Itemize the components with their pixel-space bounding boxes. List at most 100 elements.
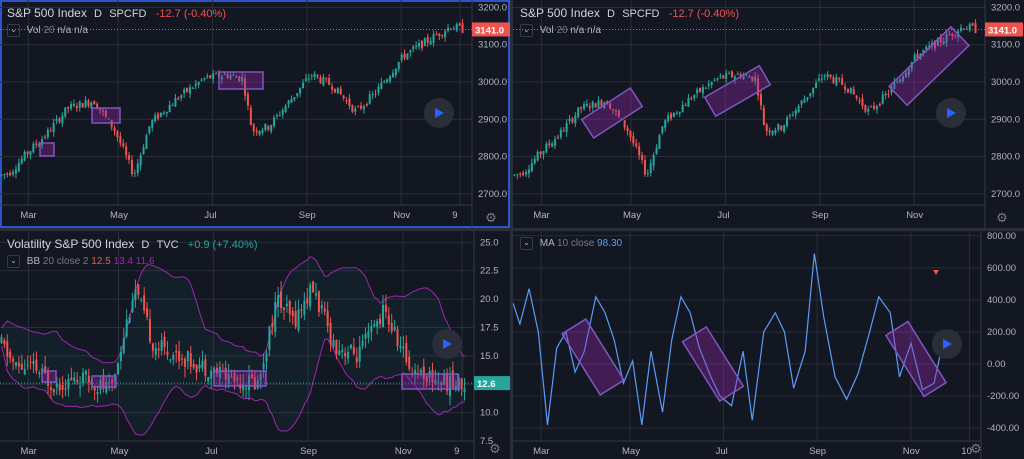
candle-body bbox=[383, 81, 386, 83]
candle-body bbox=[600, 100, 603, 106]
chevron-down-icon[interactable]: ⌄ bbox=[7, 255, 20, 268]
candle-body bbox=[910, 61, 913, 70]
candle-body bbox=[322, 76, 325, 86]
candle-body bbox=[177, 97, 180, 100]
symbol-name[interactable]: S&P 500 Index bbox=[520, 6, 600, 20]
bb-band-fill bbox=[1, 256, 465, 436]
play-replay-button[interactable] bbox=[932, 329, 962, 359]
candle-body bbox=[72, 103, 75, 106]
candle-body bbox=[55, 118, 58, 121]
interval-label[interactable]: D bbox=[94, 8, 102, 20]
candle-body bbox=[6, 173, 9, 175]
last-price-label-bg bbox=[985, 22, 1023, 37]
chevron-down-icon[interactable]: ⌄ bbox=[520, 237, 533, 250]
candle-body bbox=[93, 386, 96, 391]
candle-body bbox=[681, 104, 684, 113]
candle-body bbox=[14, 362, 18, 366]
symbol-name[interactable]: S&P 500 Index bbox=[7, 6, 87, 20]
candle-body bbox=[20, 363, 23, 370]
gear-icon[interactable]: ⚙ bbox=[489, 441, 501, 456]
candlestick-chart-spx-left[interactable]: 3200.0 3100.0 3000.0 2900.0 2800.0 2700.0 Mar M… bbox=[0, 0, 510, 228]
candle-body bbox=[122, 338, 125, 353]
candle-body bbox=[335, 340, 338, 354]
candle-body bbox=[418, 42, 421, 47]
gear-icon[interactable]: ⚙ bbox=[970, 441, 982, 456]
play-replay-button[interactable] bbox=[424, 98, 454, 128]
candle-body bbox=[151, 120, 154, 128]
candle-body bbox=[597, 100, 600, 108]
indicator-legend[interactable]: ⌄ Vol 20 n/a n/a bbox=[7, 24, 88, 37]
x-tick-label: May bbox=[622, 446, 640, 457]
play-replay-button[interactable] bbox=[936, 98, 966, 128]
line-chart-ma[interactable]: 800.00 600.00 400.00 200.00 0.00 -200.00 -400.… bbox=[513, 231, 1024, 459]
y-tick-label: -200.00 bbox=[987, 391, 1019, 402]
chart-pane-top-left[interactable]: 3200.0 3100.0 3000.0 2900.0 2800.0 2700.0 Mar M… bbox=[0, 0, 510, 228]
candle-body bbox=[332, 340, 335, 347]
candle-body bbox=[81, 372, 85, 383]
interval-label[interactable]: D bbox=[607, 8, 615, 20]
candle-body bbox=[157, 348, 160, 351]
candle-body bbox=[201, 360, 204, 369]
candle-body bbox=[139, 154, 142, 166]
chevron-down-icon[interactable]: ⌄ bbox=[520, 24, 533, 37]
candle-body bbox=[108, 382, 111, 384]
pane-divider-horizontal[interactable] bbox=[0, 228, 1024, 231]
candle-body bbox=[148, 319, 152, 342]
candle-body bbox=[443, 373, 446, 385]
candle-body bbox=[800, 100, 803, 105]
candle-body bbox=[104, 110, 107, 117]
candle-body bbox=[707, 83, 710, 86]
candle-body bbox=[841, 78, 844, 85]
candle-body bbox=[402, 346, 405, 349]
candle-body bbox=[67, 106, 70, 109]
candle-body bbox=[84, 370, 87, 375]
candle-body bbox=[35, 143, 38, 145]
candle-body bbox=[314, 293, 318, 296]
candle-body bbox=[168, 104, 171, 113]
symbol-name[interactable]: Volatility S&P 500 Index bbox=[7, 237, 135, 251]
play-replay-button[interactable] bbox=[432, 329, 462, 359]
x-tick-label: Sep bbox=[812, 210, 829, 221]
candle-body bbox=[733, 76, 736, 80]
interval-label[interactable]: D bbox=[141, 239, 150, 251]
candle-body bbox=[226, 74, 229, 78]
play-icon bbox=[435, 108, 444, 118]
gear-icon[interactable]: ⚙ bbox=[996, 210, 1008, 225]
candlestick-chart-spx-right[interactable]: 3200.0 3100.0 3000.0 2900.0 2800.0 2700.0 Mar M… bbox=[513, 0, 1024, 228]
candle-body bbox=[788, 115, 791, 117]
chart-pane-bottom-right[interactable]: 800.00 600.00 400.00 200.00 0.00 -200.00 -400.… bbox=[513, 231, 1024, 459]
y-tick-label: 2700.0 bbox=[478, 189, 507, 200]
chevron-down-icon[interactable]: ⌄ bbox=[7, 24, 20, 37]
candle-body bbox=[704, 88, 707, 90]
candle-body bbox=[70, 104, 73, 109]
candle-body bbox=[928, 45, 931, 47]
chart-pane-bottom-left[interactable]: 25.0 22.5 20.0 17.5 15.0 12.5 10.0 7.5 Mar May Jul… bbox=[0, 231, 510, 459]
candle-body bbox=[3, 340, 6, 345]
candle-body bbox=[458, 23, 461, 26]
candle-body bbox=[256, 380, 259, 389]
candle-body bbox=[448, 375, 452, 397]
candle-body bbox=[131, 300, 134, 312]
candle-body bbox=[559, 129, 562, 138]
candle-body bbox=[236, 377, 239, 380]
candle-body bbox=[916, 53, 919, 59]
candle-body bbox=[435, 34, 438, 36]
candle-body bbox=[748, 76, 751, 78]
candle-body bbox=[255, 130, 258, 133]
candle-body bbox=[267, 125, 270, 130]
play-icon bbox=[943, 339, 952, 349]
indicator-legend[interactable]: ⌄ Vol 20 n/a n/a bbox=[520, 24, 601, 37]
chart-pane-top-right[interactable]: 3200.0 3100.0 3000.0 2900.0 2800.0 2700.0 Mar M… bbox=[513, 0, 1024, 228]
candle-body bbox=[809, 93, 812, 96]
candle-body bbox=[26, 364, 29, 366]
indicator-name: MA bbox=[539, 238, 555, 250]
candle-body bbox=[166, 351, 169, 356]
candle-body bbox=[171, 104, 174, 106]
candlestick-chart-vix[interactable]: 25.0 22.5 20.0 17.5 15.0 12.5 10.0 7.5 Mar May Jul… bbox=[0, 231, 510, 459]
indicator-legend[interactable]: ⌄ BB 20 close 2 12.5 13.4 11.6 bbox=[7, 255, 155, 268]
candle-body bbox=[119, 136, 122, 144]
gear-icon[interactable]: ⚙ bbox=[485, 210, 497, 225]
candle-body bbox=[942, 41, 945, 45]
candle-body bbox=[278, 115, 281, 117]
indicator-legend[interactable]: ⌄ MA 10 close 98.30 bbox=[520, 237, 622, 250]
